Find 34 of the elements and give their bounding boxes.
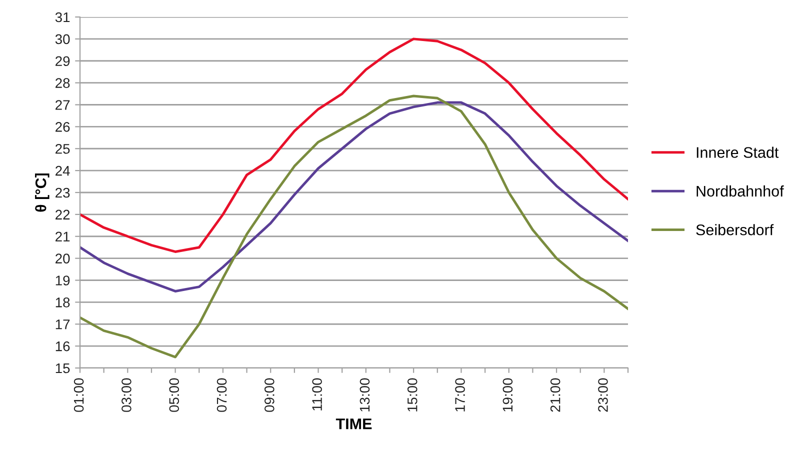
y-tick-label: 20 (56, 254, 70, 264)
x-tick-label: 17:00 (455, 378, 465, 412)
y-tick-label: 31 (55, 12, 70, 22)
y-tick-label: 28 (56, 78, 70, 88)
y-tick-label: 18 (56, 298, 70, 308)
y-tick-label: 25 (56, 144, 70, 154)
legend-label: Nordbahnhof (696, 185, 784, 197)
y-axis-title: θ [°C] (35, 173, 50, 212)
legend-label: Seibersdorf (696, 224, 774, 236)
y-tick-label: 22 (56, 210, 70, 220)
y-tick-label: 29 (56, 56, 70, 66)
x-tick-label: 13:00 (360, 378, 370, 412)
y-tick-label: 30 (55, 34, 70, 44)
x-tick-label: 11:00 (312, 378, 322, 410)
y-tick-label: 23 (56, 188, 70, 198)
y-tick-label: 19 (56, 276, 70, 286)
x-tick-label: 19:00 (502, 378, 513, 412)
x-tick-label: 01:00 (74, 378, 84, 412)
x-tick-label: 07:00 (216, 378, 227, 412)
y-tick-label: 27 (56, 100, 70, 110)
y-tick-label: 16 (56, 341, 70, 352)
y-tick-label: 17 (56, 320, 70, 330)
x-tick-label: 05:00 (169, 378, 180, 412)
y-tick-label: 24 (56, 166, 70, 176)
x-tick-label: 09:00 (264, 378, 274, 412)
x-tick-label: 03:00 (122, 378, 132, 412)
x-tick-label: 23:00 (598, 378, 608, 412)
x-tick-label: 21:00 (550, 378, 560, 412)
legend-label: Innere Stadt (696, 146, 779, 158)
x-axis-title: TIME (336, 418, 372, 430)
x-tick-label: 15:00 (407, 378, 418, 412)
y-tick-label: 21 (56, 232, 70, 242)
y-tick-label: 15 (56, 363, 70, 374)
y-tick-label: 26 (56, 122, 70, 132)
